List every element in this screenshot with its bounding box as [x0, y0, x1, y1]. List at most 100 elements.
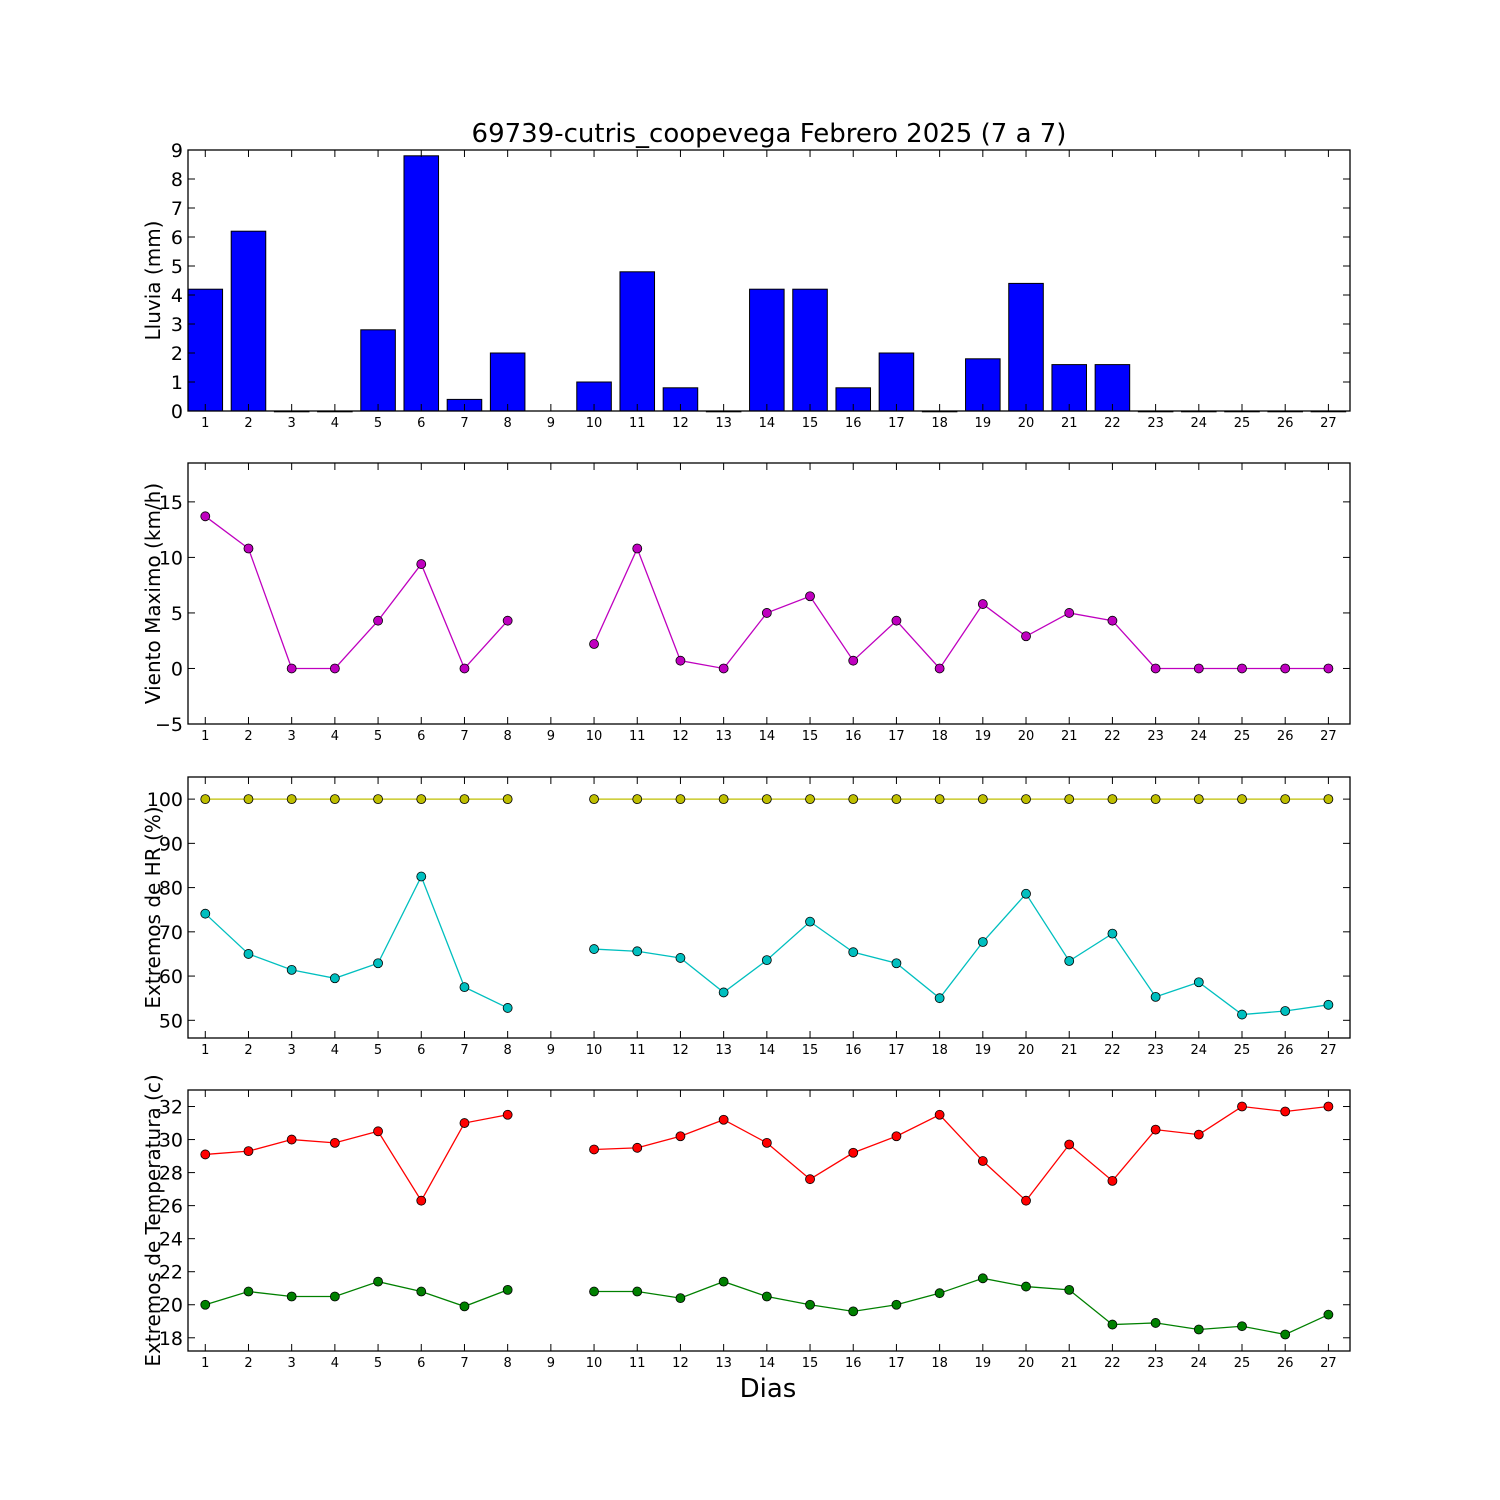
x-tick-label-25: 25 [1234, 416, 1251, 431]
bar-day-19 [965, 358, 1001, 412]
series-1-point-day-22 [1107, 1175, 1118, 1186]
series-2-point-day-10 [589, 944, 599, 954]
series-1-point-day-24 [1193, 663, 1204, 674]
x-tick-label-2: 2 [244, 416, 252, 431]
x-tick-label-16: 16 [845, 729, 862, 744]
x-tick-label-23: 23 [1147, 1043, 1164, 1058]
y-tick-label: 24 [159, 1229, 183, 1251]
series-1-point-day-23 [1150, 663, 1161, 674]
series-1-point-day-17 [891, 1131, 902, 1142]
x-tick-label-18: 18 [931, 416, 948, 431]
bar-day-8 [489, 352, 526, 412]
series-1-line-1 [205, 1114, 508, 1202]
y-tick-label: 100 [147, 789, 183, 811]
series-1-point-day-22 [1107, 794, 1118, 805]
series-1-point-day-21 [1064, 608, 1075, 618]
series-1-point-day-3 [286, 1134, 297, 1145]
x-tick-label-11: 11 [629, 416, 646, 431]
series-1-point-day-11 [632, 794, 643, 805]
x-tick-label-12: 12 [672, 1043, 689, 1058]
x-tick-label-18: 18 [931, 1043, 948, 1058]
series-1-point-day-17 [891, 615, 902, 626]
series-1-point-day-5 [373, 615, 383, 626]
x-tick-label-27: 27 [1320, 1043, 1337, 1058]
x-tick-label-18: 18 [931, 729, 948, 744]
x-tick-label-8: 8 [504, 1043, 512, 1058]
series-1-point-day-26 [1280, 1106, 1291, 1117]
series-2-point-day-17 [891, 958, 902, 969]
series-2-point-day-8 [502, 1284, 513, 1295]
series-1-point-day-3 [286, 794, 297, 805]
series-2-point-day-15 [805, 1299, 815, 1310]
x-tick-label-18: 18 [931, 1356, 948, 1371]
x-tick-label-14: 14 [759, 729, 776, 744]
x-tick-label-6: 6 [417, 729, 425, 744]
series-2-point-day-25 [1237, 1321, 1247, 1332]
series-1-point-day-17 [891, 794, 902, 805]
series-1-point-day-2 [243, 1146, 254, 1157]
x-tick-label-15: 15 [802, 1043, 819, 1058]
x-tick-label-21: 21 [1061, 416, 1078, 431]
x-tick-label-4: 4 [331, 1043, 339, 1058]
y-tick-label: 5 [171, 603, 183, 625]
series-1-point-day-23 [1150, 1124, 1161, 1135]
x-tick-label-1: 1 [201, 1043, 209, 1058]
y-tick-label: 18 [159, 1328, 183, 1350]
plot-frame [187, 462, 1351, 725]
x-axis-label: Dias [740, 1374, 797, 1404]
bar-day-17 [878, 352, 915, 412]
x-tick-label-5: 5 [374, 416, 382, 431]
series-2-point-day-20 [1021, 888, 1031, 899]
series-1-point-day-5 [373, 794, 383, 805]
series-2-point-day-1 [200, 1299, 211, 1310]
series-2-point-day-19 [977, 937, 988, 947]
series-2-point-day-26 [1280, 1329, 1291, 1340]
x-tick-label-7: 7 [460, 729, 468, 744]
chart-title: 69739-cutris_coopevega Febrero 2025 (7 a… [472, 119, 1067, 149]
series-2-point-day-15 [805, 916, 815, 927]
series-2-point-day-6 [416, 1286, 427, 1297]
series-1-point-day-21 [1064, 1139, 1075, 1150]
x-tick-label-14: 14 [759, 1356, 776, 1371]
x-tick-label-8: 8 [504, 1356, 512, 1371]
x-tick-label-24: 24 [1191, 1043, 1208, 1058]
series-2-point-day-7 [459, 1301, 470, 1312]
series-2-point-day-11 [632, 1286, 643, 1297]
x-tick-label-3: 3 [288, 1043, 296, 1058]
x-tick-label-13: 13 [715, 1043, 732, 1058]
series-1-point-day-24 [1193, 1129, 1204, 1140]
series-1-point-day-26 [1280, 663, 1291, 674]
series-2-point-day-13 [718, 1276, 729, 1287]
y-tick-label: 8 [171, 169, 183, 191]
x-tick-label-9: 9 [547, 1043, 555, 1058]
x-tick-label-15: 15 [802, 416, 819, 431]
x-tick-label-19: 19 [975, 1356, 992, 1371]
x-tick-label-2: 2 [244, 1356, 252, 1371]
x-tick-label-24: 24 [1191, 729, 1208, 744]
x-tick-label-16: 16 [845, 1043, 862, 1058]
series-1-point-day-21 [1064, 794, 1075, 805]
series-2-point-day-6 [416, 871, 427, 882]
x-tick-label-5: 5 [374, 729, 382, 744]
x-tick-label-21: 21 [1061, 1043, 1078, 1058]
series-1-point-day-11 [632, 543, 643, 554]
y-tick-label: 15 [159, 492, 183, 514]
series-1-point-day-14 [761, 1137, 772, 1148]
series-2-point-day-23 [1150, 1318, 1161, 1328]
series-1-point-day-20 [1021, 1195, 1031, 1206]
x-tick-label-11: 11 [629, 1043, 646, 1058]
x-tick-label-10: 10 [586, 1356, 603, 1371]
plot-frame [187, 776, 1351, 1039]
y-tick-label: 22 [159, 1262, 183, 1284]
bar-day-14 [749, 288, 785, 412]
x-tick-label-23: 23 [1147, 416, 1164, 431]
series-2-point-day-12 [675, 1293, 686, 1304]
x-tick-label-26: 26 [1277, 1356, 1294, 1371]
bar-day-15 [792, 288, 828, 412]
x-tick-label-19: 19 [975, 416, 992, 431]
series-1-point-day-8 [502, 615, 513, 626]
y-tick-label: 0 [171, 658, 183, 680]
